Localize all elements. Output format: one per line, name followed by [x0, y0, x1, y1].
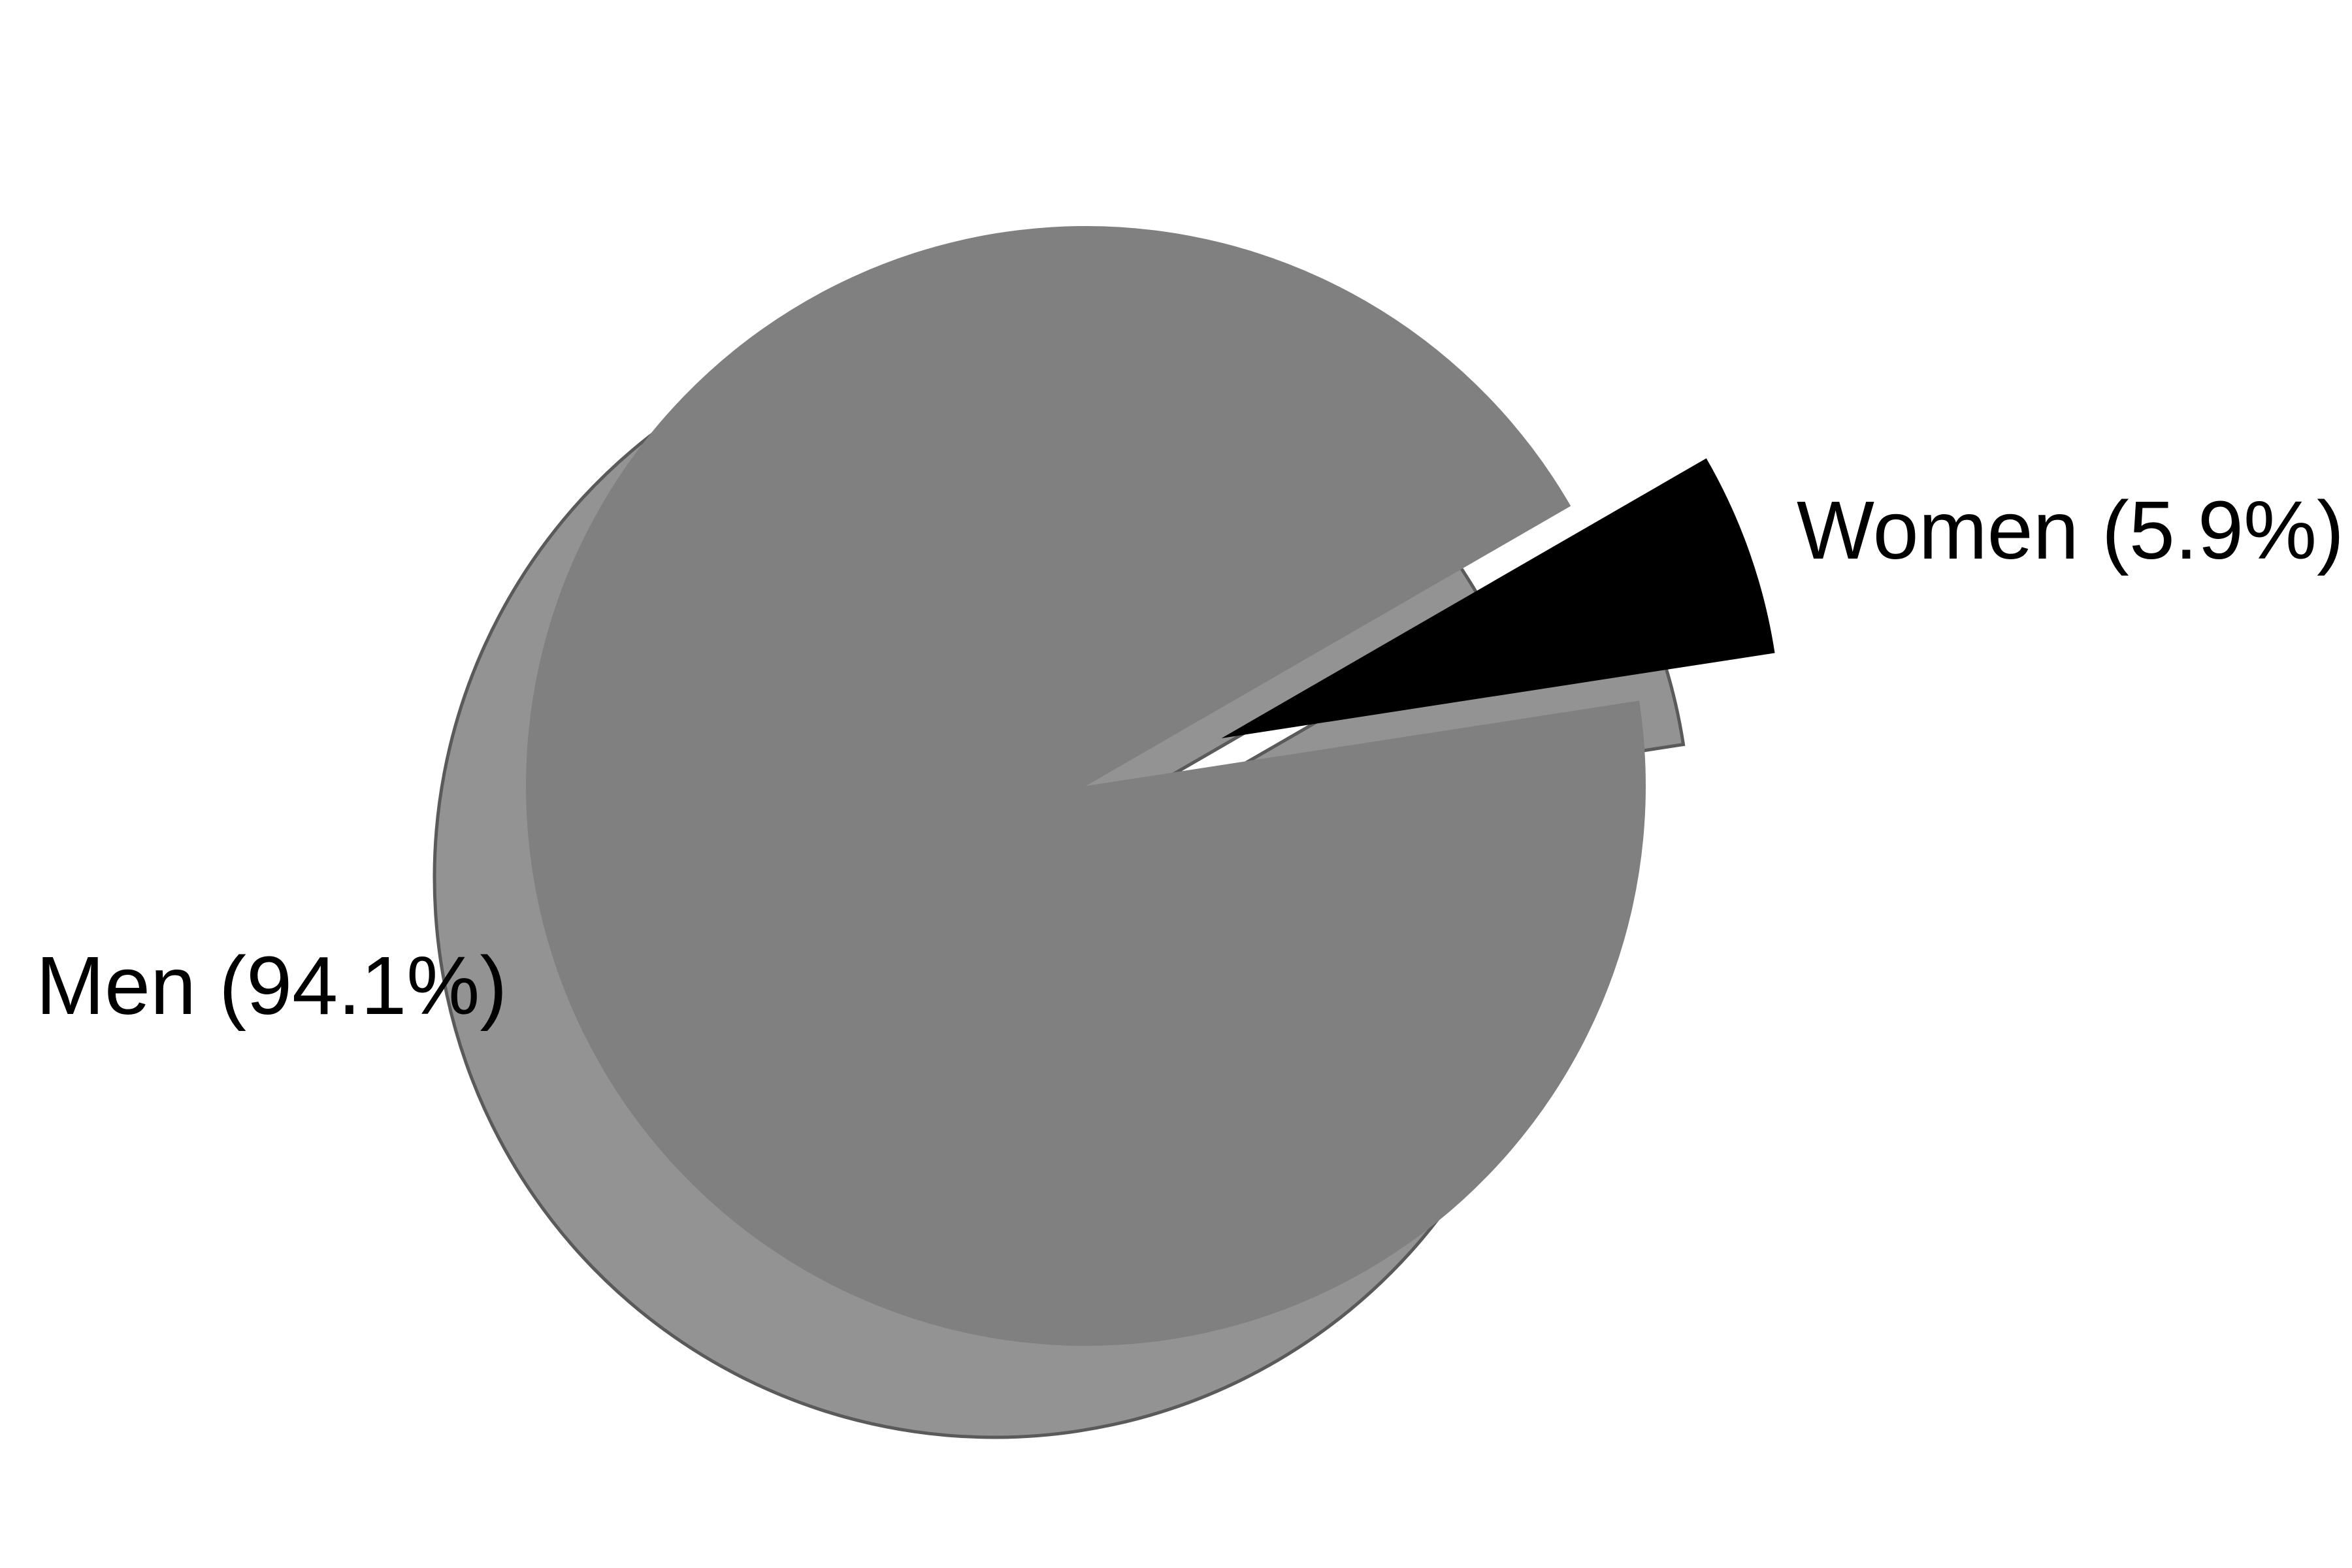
slice-men — [526, 226, 1646, 1346]
pie-slices — [526, 226, 1775, 1346]
slice-label-women: Women (5.9%) — [1797, 484, 2344, 576]
slice-label-men: Men (94.1%) — [36, 939, 507, 1032]
